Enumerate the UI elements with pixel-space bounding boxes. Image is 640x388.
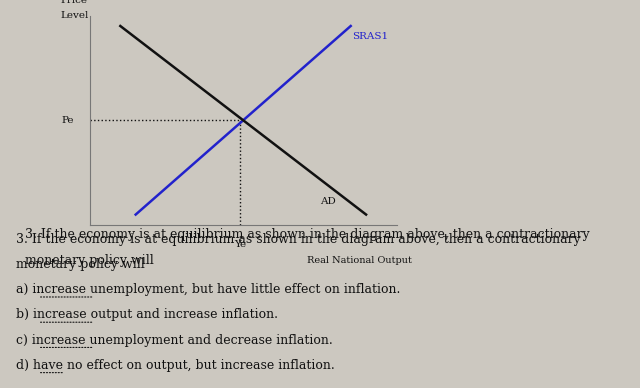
Text: Pe: Pe	[61, 116, 74, 125]
Text: Ye: Ye	[234, 240, 246, 249]
Text: c) increase unemployment and decrease inflation.: c) increase unemployment and decrease in…	[16, 334, 333, 347]
Text: 3. If the economy is at equilibrium as shown in the diagram above, then a contra: 3. If the economy is at equilibrium as s…	[25, 228, 590, 241]
Text: monetary policy will: monetary policy will	[16, 258, 145, 271]
Text: monetary policy will: monetary policy will	[25, 254, 154, 267]
Text: Price: Price	[61, 0, 88, 5]
Text: b) increase output and increase inflation.: b) increase output and increase inflatio…	[16, 308, 278, 322]
Text: SRAS1: SRAS1	[352, 32, 388, 41]
Text: Real National Output: Real National Output	[307, 256, 412, 265]
Text: d) have no effect on output, but increase inflation.: d) have no effect on output, but increas…	[16, 359, 335, 372]
Text: Level: Level	[60, 11, 88, 20]
Text: a) increase unemployment, but have little effect on inflation.: a) increase unemployment, but have littl…	[16, 283, 401, 296]
Text: 3. If the economy is at equilibrium as shown in the diagram above, then a contra: 3. If the economy is at equilibrium as s…	[16, 233, 580, 246]
Text: AD: AD	[320, 197, 336, 206]
